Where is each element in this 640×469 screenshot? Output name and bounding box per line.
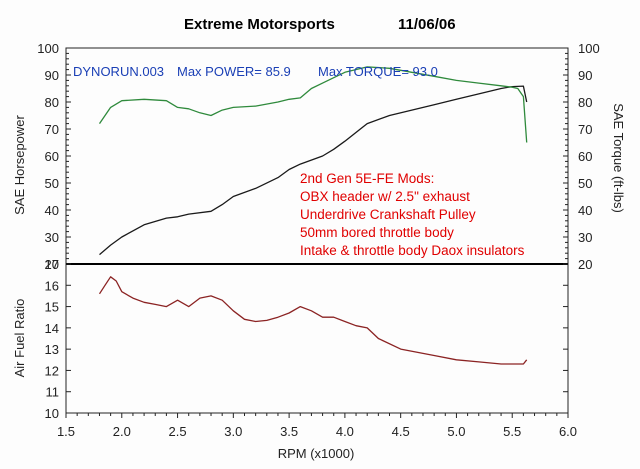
- y-axis-right-ticks: 20 30 40 50 60 70 80 90 100: [563, 41, 600, 272]
- plot-frames: [65, 47, 569, 414]
- mods-line-2: OBX header w/ 2.5" exhaust: [300, 189, 470, 204]
- y-right-tick-label: 20: [578, 257, 592, 272]
- y-axis-right-label: SAE Torque (ft-lbs): [611, 103, 626, 213]
- series-layer: [98, 66, 528, 365]
- y-left-tick-label: 50: [45, 176, 59, 191]
- afr-tick-label: 15: [45, 300, 59, 315]
- afr-tick-label: 11: [46, 385, 60, 400]
- afr-tick-label: 16: [45, 278, 59, 293]
- x-tick-label: 6.0: [559, 424, 577, 439]
- mods-line-1: 2nd Gen 5E-FE Mods:: [300, 171, 434, 186]
- x-tick-label: 2.5: [169, 424, 187, 439]
- chart-title: Extreme Motorsports: [184, 16, 335, 33]
- mods-line-5: Intake & throttle body Daox insulators: [300, 243, 525, 258]
- x-tick-label: 3.0: [224, 424, 242, 439]
- afr-tick-label: 14: [45, 321, 59, 336]
- mods-annotation: 2nd Gen 5E-FE Mods: OBX header w/ 2.5" e…: [300, 171, 525, 258]
- x-tick-label: 2.0: [113, 424, 131, 439]
- x-tick-label: 1.5: [57, 424, 75, 439]
- horsepower-line: [99, 85, 528, 256]
- y-left-tick-label: 20: [45, 257, 59, 272]
- afr-axis-label: Air Fuel Ratio: [12, 299, 27, 378]
- x-tick-label: 4.0: [336, 424, 354, 439]
- air-fuel-ratio-line: [98, 276, 528, 365]
- mods-line-3: Underdrive Crankshaft Pulley: [300, 207, 476, 222]
- y-right-tick-label: 80: [578, 95, 592, 110]
- y-right-tick-label: 40: [578, 203, 592, 218]
- y-axis-left-label: SAE Horsepower: [12, 114, 27, 214]
- afr-tick-label: 12: [45, 363, 59, 378]
- x-tick-label: 4.5: [392, 424, 410, 439]
- y-left-tick-label: 90: [45, 68, 59, 83]
- y-axis-left-ticks: 20 30 40 50 60 70 80 90 100: [37, 41, 71, 272]
- y-right-tick-label: 50: [578, 176, 592, 191]
- y-right-tick-label: 70: [578, 122, 592, 137]
- chart-date: 11/06/06: [398, 16, 456, 33]
- y-left-tick-label: 60: [45, 149, 59, 164]
- y-right-tick-label: 90: [578, 68, 592, 83]
- afr-tick-label: 17: [45, 257, 59, 272]
- x-axis-label: RPM (x1000): [278, 446, 355, 461]
- max-power-label: Max POWER= 85.9: [177, 64, 291, 79]
- y-right-tick-label: 60: [578, 149, 592, 164]
- y-left-tick-label: 40: [45, 203, 59, 218]
- max-torque-label: Max TORQUE= 93.0: [318, 64, 438, 79]
- mods-line-4: 50mm bored throttle body: [300, 225, 454, 240]
- y-left-tick-label: 100: [37, 41, 59, 56]
- y-right-tick-label: 100: [578, 41, 600, 56]
- x-axis-ticks: 1.5 2.0 2.5 3.0 3.5 4.0 4.5 5.0 5.5 6.0: [57, 413, 577, 439]
- y-right-tick-label: 30: [578, 230, 592, 245]
- afr-tick-label: 13: [45, 342, 59, 357]
- x-tick-label: 3.5: [280, 424, 298, 439]
- x-tick-label: 5.5: [503, 424, 521, 439]
- afr-tick-label: 10: [45, 406, 59, 421]
- afr-axis-ticks: 10 11 12 13 14 15 16 17: [45, 257, 568, 421]
- y-left-tick-label: 30: [45, 230, 59, 245]
- plot-frame: [65, 47, 569, 414]
- y-left-tick-label: 70: [45, 122, 59, 137]
- dyno-run-id: DYNORUN.003: [73, 64, 164, 79]
- torque-line: [98, 66, 528, 143]
- y-left-tick-label: 80: [45, 95, 59, 110]
- x-tick-label: 5.0: [447, 424, 465, 439]
